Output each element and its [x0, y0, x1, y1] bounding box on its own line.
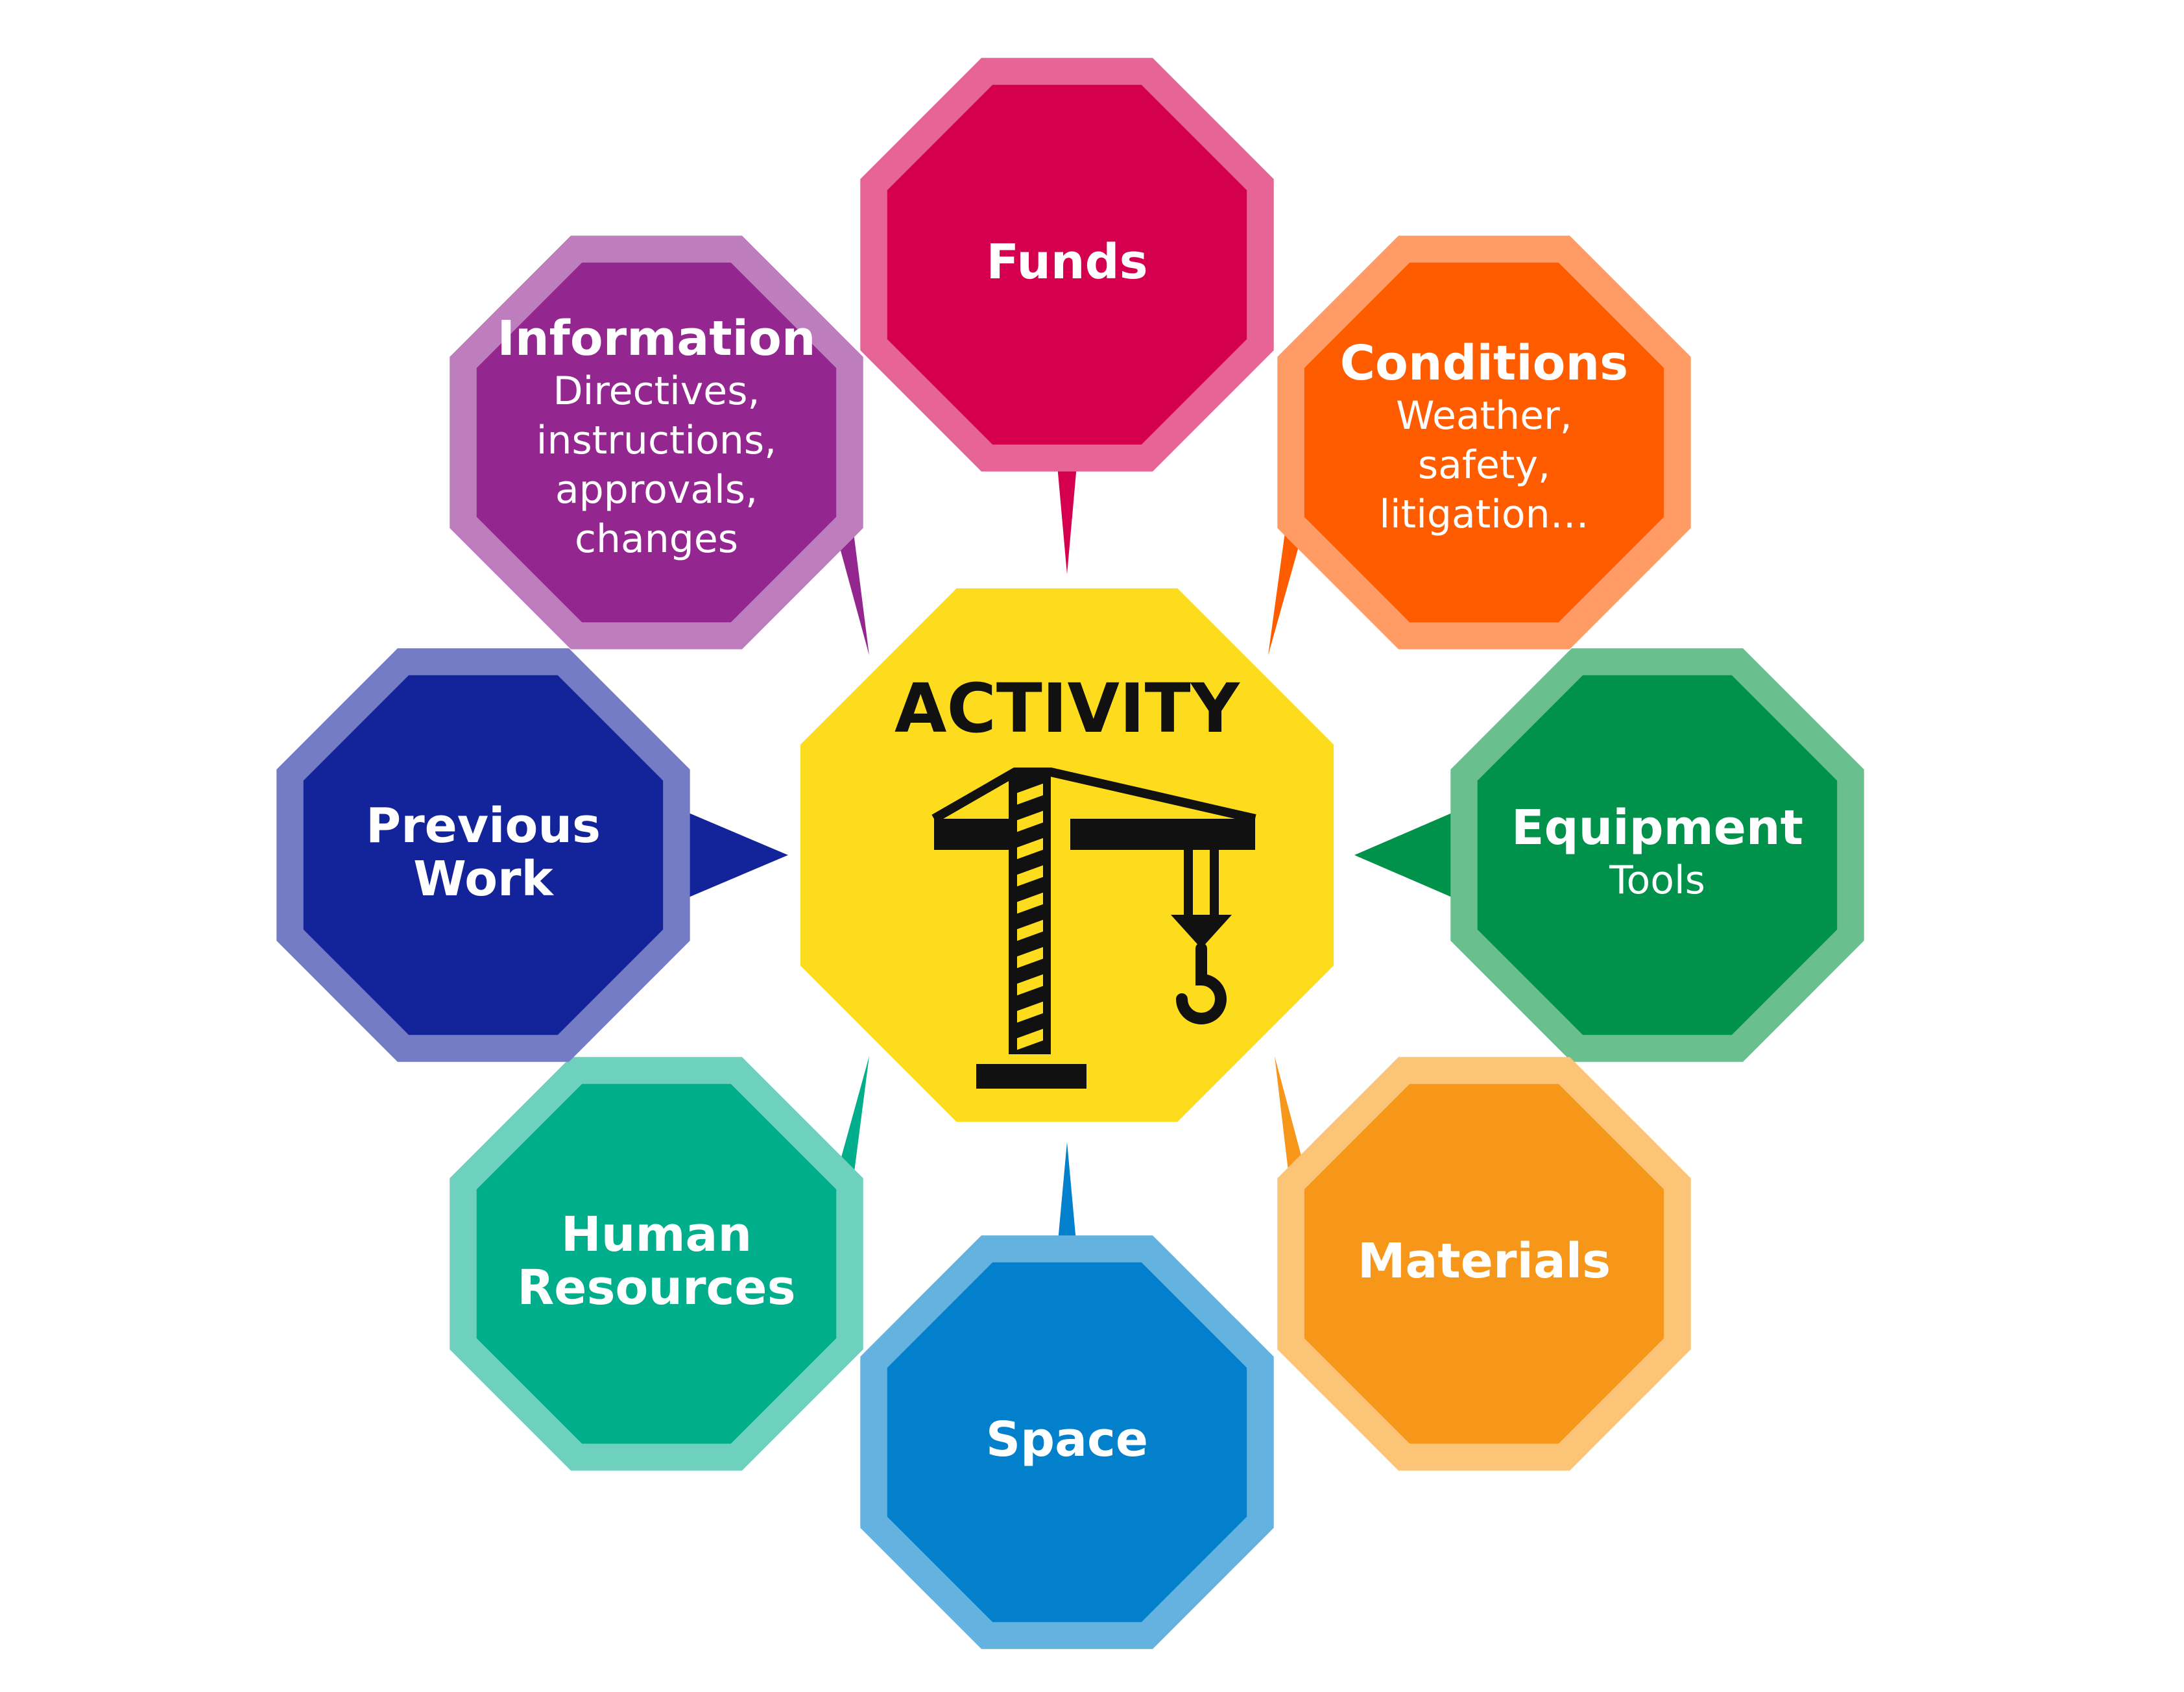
equipment-subtitle: Tools: [1609, 858, 1705, 903]
node-materials: Materials: [1277, 1057, 1691, 1471]
conditions-title: Conditions: [1340, 335, 1628, 391]
center-title: ACTIVITY: [894, 669, 1241, 748]
information-title: Information: [497, 311, 815, 367]
equipment-title: Equipment: [1511, 800, 1803, 856]
node-funds: Funds: [860, 58, 1274, 472]
materials-octagon: [1304, 1083, 1664, 1444]
conditions-subtitle: safety,: [1418, 442, 1550, 488]
information-octagon: [476, 262, 837, 623]
human-resources-title: Human: [561, 1207, 752, 1263]
node-information: InformationDirectives,instructions,appro…: [450, 236, 863, 649]
conditions-subtitle: litigation…: [1379, 492, 1589, 537]
funds-octagon: [887, 84, 1247, 445]
information-pointer: [764, 270, 869, 655]
information-subtitle: Directives,: [553, 369, 760, 414]
materials-title: Materials: [1358, 1233, 1611, 1289]
previous-work-title: Previous: [366, 798, 601, 854]
information-subtitle: changes: [575, 516, 738, 562]
previous-work-pointer: [681, 810, 788, 900]
information-subtitle: approvals,: [555, 467, 758, 513]
equipment-octagon: [1477, 675, 1838, 1035]
crane-icon: [931, 767, 1256, 1089]
node-conditions: ConditionsWeather,safety,litigation…: [1277, 236, 1691, 649]
conditions-subtitle: Weather,: [1396, 393, 1572, 439]
information-subtitle: instructions,: [536, 418, 776, 463]
human-resources-octagon: [476, 1083, 837, 1444]
funds-title: Funds: [986, 234, 1147, 290]
previous-work-title: Work: [413, 851, 554, 907]
resource-nodes: Funds ConditionsWeather,safety,litigation…: [276, 58, 1864, 1649]
node-space: Space: [860, 1235, 1274, 1649]
conditions-pointer: [1268, 270, 1376, 655]
space-octagon: [887, 1262, 1247, 1623]
previous-work-octagon: [303, 675, 664, 1035]
conditions-octagon: [1304, 262, 1664, 623]
equipment-pointer: [1354, 810, 1459, 900]
center-node-activity: ACTIVITY: [800, 588, 1334, 1122]
center-octagon: [800, 588, 1334, 1122]
space-title: Space: [986, 1412, 1148, 1468]
human-resources-title: Resources: [517, 1260, 795, 1316]
